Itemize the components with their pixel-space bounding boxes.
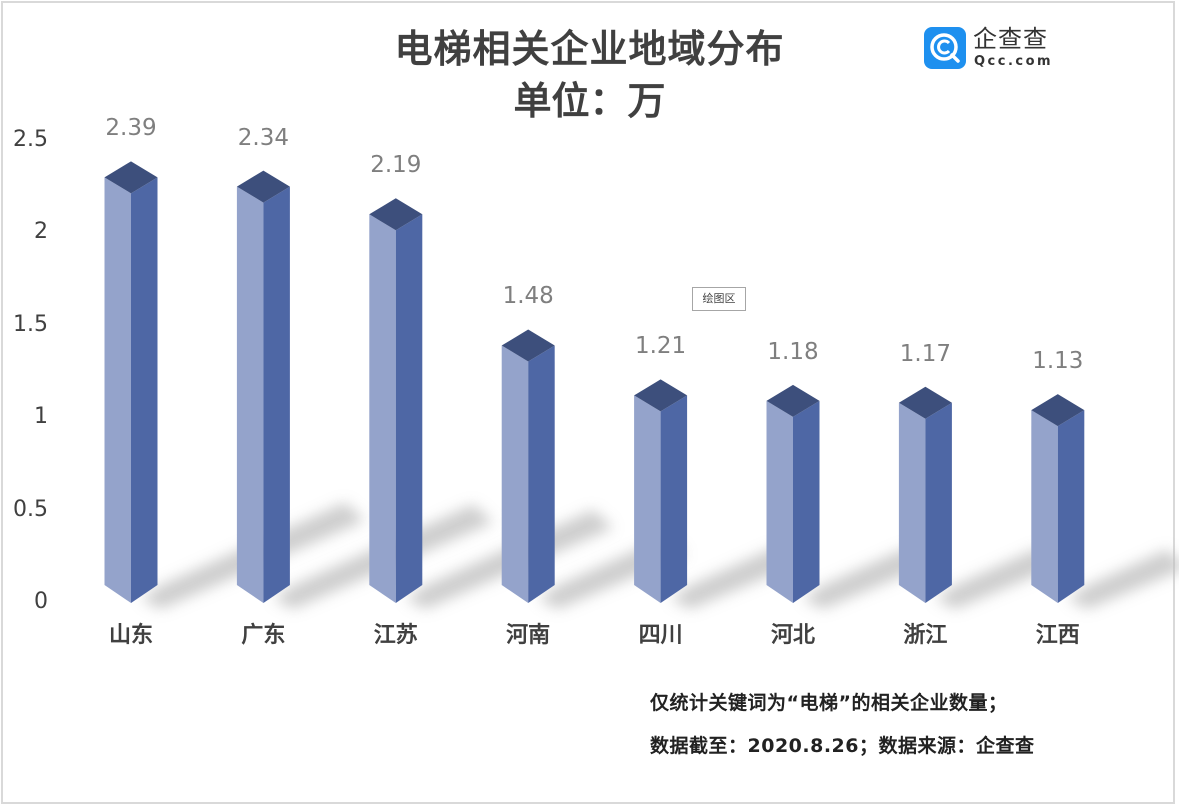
value-label: 1.17 <box>899 340 951 367</box>
y-tick-label: 0.5 <box>13 496 48 522</box>
value-label: 1.21 <box>634 333 687 360</box>
value-label: 1.18 <box>767 338 819 365</box>
value-label: 1.13 <box>1032 348 1084 375</box>
x-tick-label: 江苏 <box>373 623 418 648</box>
value-label: 2.34 <box>237 124 289 151</box>
y-tick-label: 1 <box>34 404 48 430</box>
bar-山东 <box>104 161 158 603</box>
plot-area-tag: 绘图区 <box>692 287 746 311</box>
x-tick-label: 江西 <box>1035 623 1080 648</box>
value-label: 1.48 <box>502 283 554 310</box>
qcc-logo-icon <box>924 27 966 69</box>
logo-name: 企查查 <box>973 25 1048 53</box>
x-tick-label: 四川 <box>638 623 683 648</box>
x-tick-label: 广东 <box>241 623 286 648</box>
bar-广东 <box>236 170 290 603</box>
footnote-scope: 仅统计关键词为“电梯”的相关企业数量； <box>650 692 1008 714</box>
x-tick-label: 山东 <box>108 623 153 648</box>
bar-江苏 <box>369 198 423 603</box>
logo-url: Qcc.com <box>974 54 1054 69</box>
bar-江西 <box>1031 394 1085 603</box>
bar-四川 <box>634 379 688 603</box>
value-label: 2.39 <box>105 115 157 142</box>
value-label: 2.19 <box>370 152 422 179</box>
chart-title: 电梯相关企业地域分布 <box>394 27 785 71</box>
bar-河北 <box>766 384 820 603</box>
y-tick-label: 2 <box>34 219 48 245</box>
x-tick-label: 河南 <box>506 623 551 648</box>
bar-河南 <box>501 329 555 603</box>
x-tick-label: 河北 <box>770 623 815 648</box>
bar-浙江 <box>898 386 952 603</box>
chart-unit: 单位：万 <box>513 79 666 123</box>
qcc-logo: 企查查 Qcc.com <box>924 25 1074 71</box>
y-tick-label: 2.5 <box>13 127 48 152</box>
y-tick-label: 0 <box>34 589 48 614</box>
y-tick-label: 1.5 <box>13 311 48 337</box>
footnote-source: 数据截至：2020.8.26；数据来源：企查查 <box>650 735 1035 757</box>
x-tick-label: 浙江 <box>903 623 948 648</box>
